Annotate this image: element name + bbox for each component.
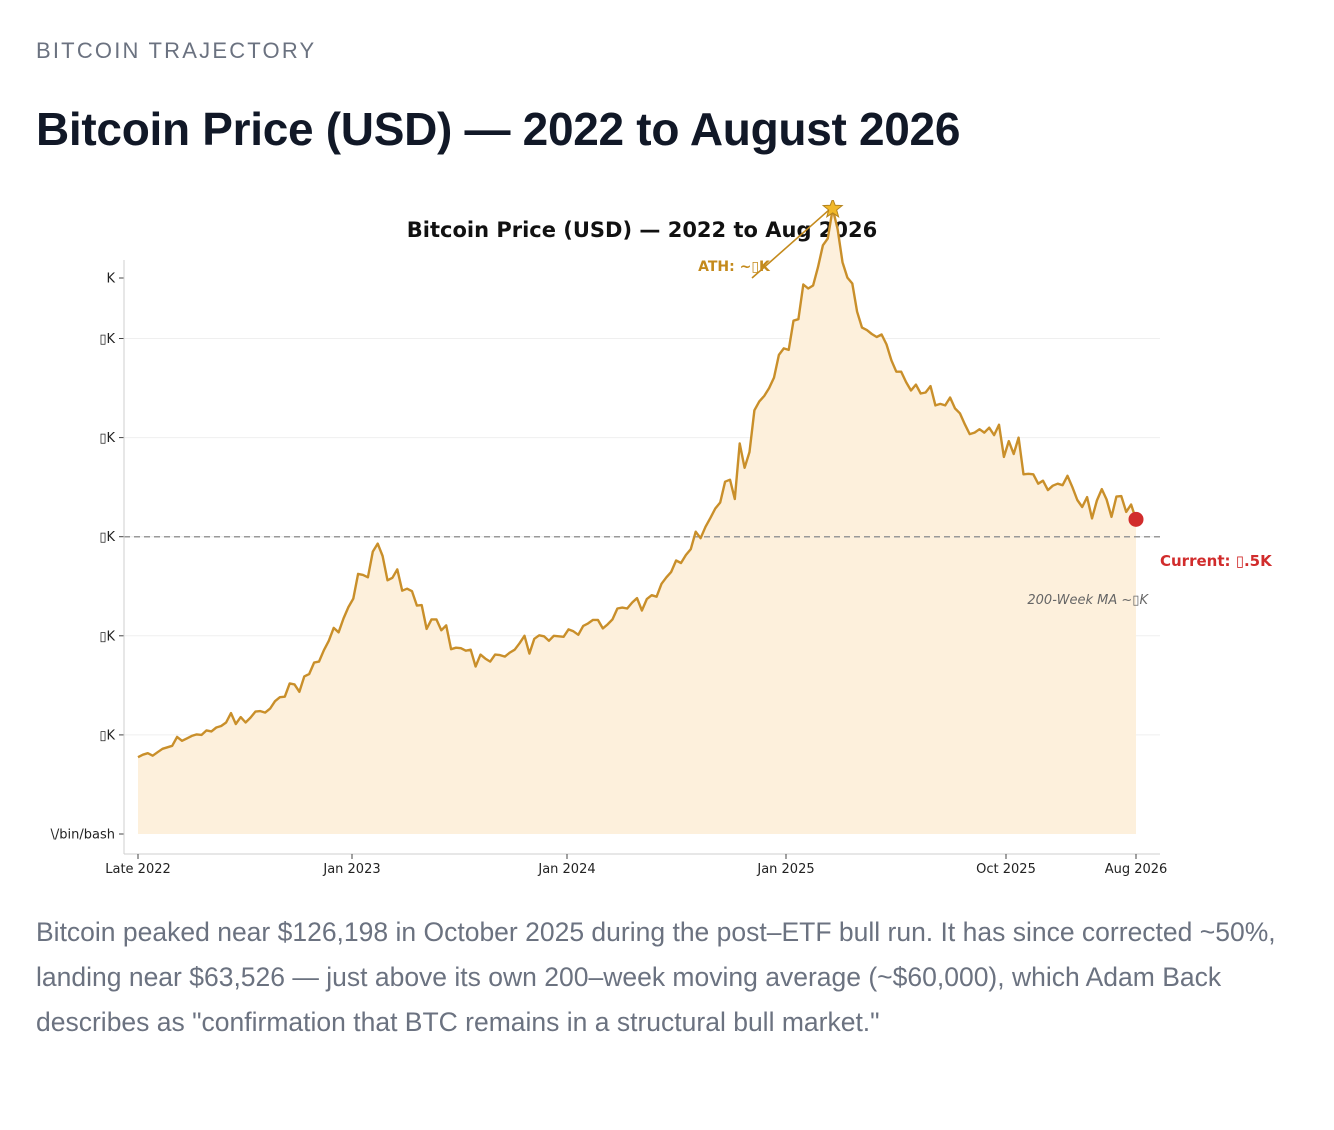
ath-star-icon [821,197,844,218]
x-tick-label: Late 2022 [105,862,171,877]
page-title: Bitcoin Price (USD) — 2022 to August 202… [36,103,961,155]
y-tick-label: ▯K [99,431,115,446]
y-tick-label: K [106,272,115,287]
x-tick-label: Jan 2024 [537,862,595,877]
price-line [137,207,1138,759]
chart-title: Bitcoin Price (USD) — 2022 to Aug 2026 [407,218,877,242]
price-chart: Bitcoin Price (USD) — 2022 to Aug 2026 \… [0,197,1334,890]
x-tick-label: Jan 2023 [322,862,380,877]
axes: \/bin/bash ▯K ▯K ▯K ▯K ▯K K Late 2022 Jan 2023 Ja… [51,260,1168,877]
y-tick-label: ▯K [99,728,115,743]
x-tick-label: Oct 2025 [976,862,1036,877]
chart-caption: Bitcoin peaked near $126,198 in October … [36,917,1276,1037]
area-fill [138,208,1136,834]
x-tick-label: Aug 2026 [1105,862,1168,877]
ath-arrow [751,206,834,279]
y-tick-label: ▯K [99,332,115,347]
x-tick-label: Jan 2025 [756,862,814,877]
y-tick-label: ▯K [99,530,115,545]
current-annotation: Current: ▯.5K [1160,552,1273,570]
section-kicker: BITCOIN TRAJECTORY [36,38,317,63]
current-price-marker [1128,511,1144,527]
ath-annotation: ATH: ~▯K [698,259,771,275]
ma-annotation: 200-Week MA ~▯K [1027,593,1149,608]
y-tick-label: ▯K [99,629,115,644]
y-tick-label: \/bin/bash [51,828,115,843]
